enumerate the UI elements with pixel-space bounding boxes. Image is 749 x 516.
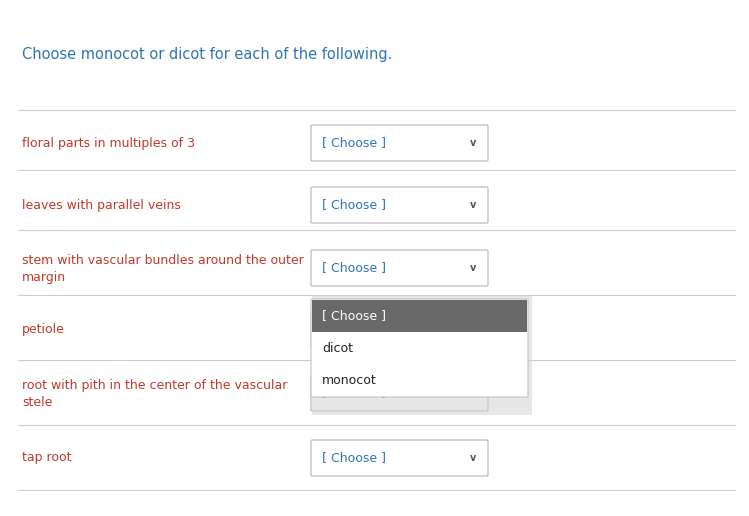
Text: petiole: petiole [22, 324, 65, 336]
Text: [ Choose ]: [ Choose ] [322, 452, 386, 464]
Text: stem with vascular bundles around the outer: stem with vascular bundles around the ou… [22, 253, 304, 266]
Text: tap root: tap root [22, 452, 71, 464]
Text: root with pith in the center of the vascular: root with pith in the center of the vasc… [22, 379, 288, 392]
Text: v: v [470, 138, 476, 148]
Text: v: v [470, 388, 476, 398]
Text: floral parts in multiples of 3: floral parts in multiples of 3 [22, 137, 195, 150]
Text: Choose monocot or dicot for each of the following.: Choose monocot or dicot for each of the … [22, 47, 392, 62]
Text: v: v [470, 263, 476, 273]
FancyBboxPatch shape [311, 312, 488, 348]
FancyBboxPatch shape [311, 375, 488, 411]
Text: [ Choose ]: [ Choose ] [322, 310, 386, 322]
Text: [ Choose ]: [ Choose ] [322, 386, 386, 399]
Text: stele: stele [22, 396, 52, 410]
FancyBboxPatch shape [311, 187, 488, 223]
FancyBboxPatch shape [311, 125, 488, 161]
Text: [ Choose ]: [ Choose ] [322, 262, 386, 275]
Text: [ Choose ]: [ Choose ] [322, 324, 386, 336]
Text: monocot: monocot [322, 374, 377, 386]
Text: [ Choose ]: [ Choose ] [322, 137, 386, 150]
Text: [ Choose ]: [ Choose ] [322, 199, 386, 212]
FancyBboxPatch shape [311, 250, 488, 286]
Text: v: v [470, 325, 476, 335]
Text: dicot: dicot [322, 342, 353, 354]
Text: v: v [470, 453, 476, 463]
FancyBboxPatch shape [311, 440, 488, 476]
FancyBboxPatch shape [312, 300, 527, 332]
Text: margin: margin [22, 271, 66, 284]
FancyBboxPatch shape [312, 295, 532, 415]
Text: leaves with parallel veins: leaves with parallel veins [22, 199, 181, 212]
FancyBboxPatch shape [311, 299, 528, 397]
Text: v: v [470, 200, 476, 210]
